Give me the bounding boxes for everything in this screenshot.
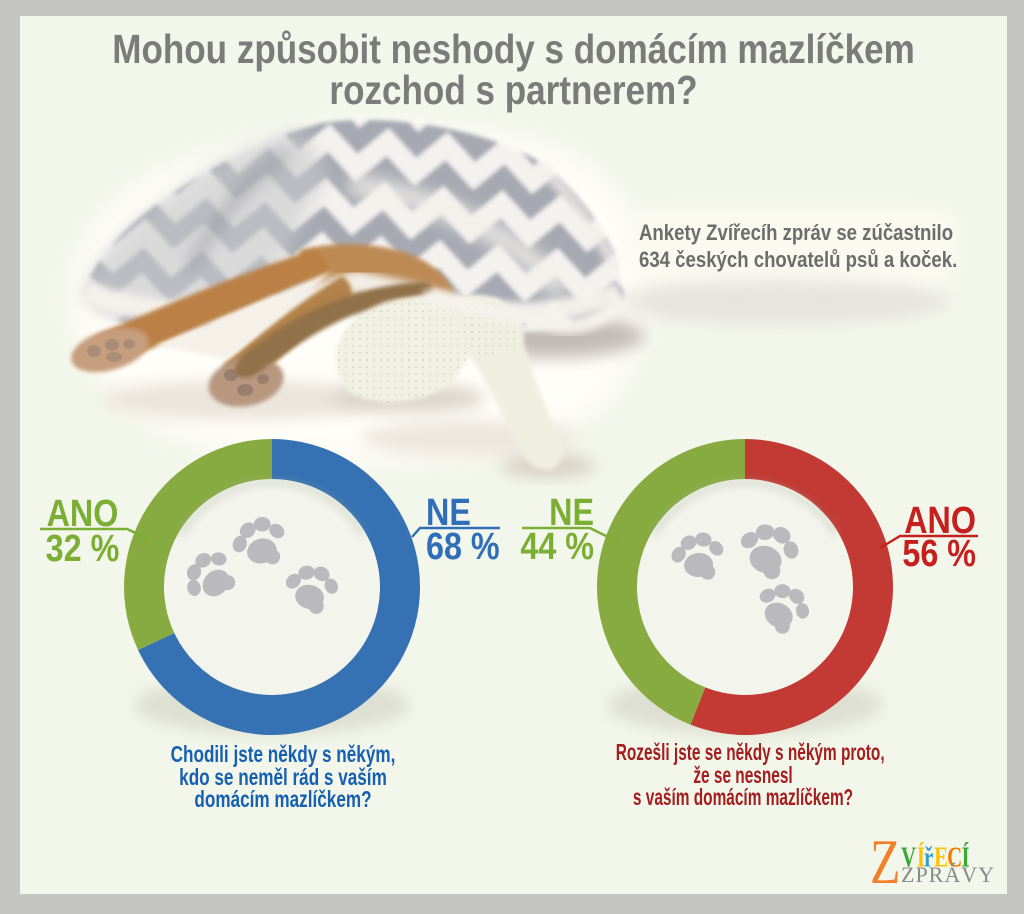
- svg-text:Í: Í: [917, 841, 925, 873]
- svg-text:V: V: [901, 841, 916, 873]
- svg-text:ř: ř: [924, 841, 933, 873]
- svg-text:Í: Í: [961, 841, 969, 873]
- svg-text:E: E: [934, 841, 948, 873]
- svg-text:ZPRÁVY: ZPRÁVY: [901, 862, 995, 887]
- svg-text:Z: Z: [870, 836, 900, 897]
- svg-text:C: C: [947, 841, 962, 873]
